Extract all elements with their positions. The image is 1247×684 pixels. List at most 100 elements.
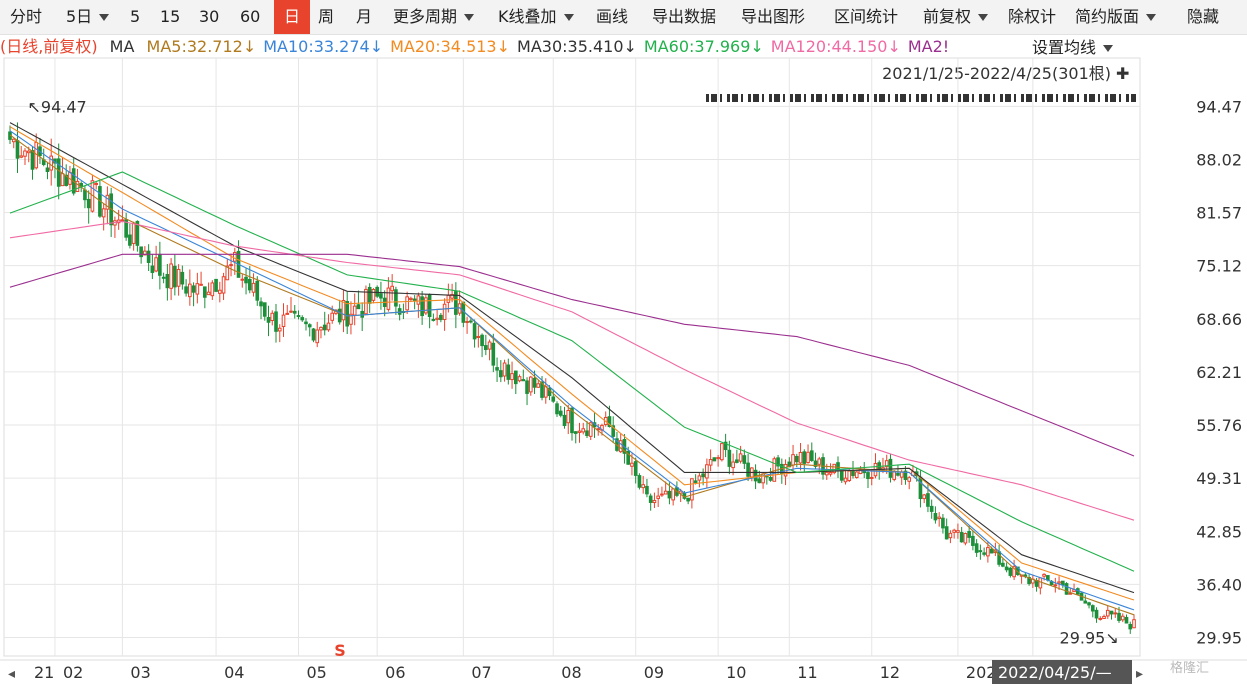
- toolbar-item-7[interactable]: 周: [318, 0, 334, 34]
- candle-body: [720, 443, 724, 461]
- toolbar-item-18[interactable]: 隐藏: [1187, 0, 1219, 34]
- candle-body: [705, 464, 709, 479]
- candle-body: [727, 449, 732, 467]
- toolbar-item-13[interactable]: 导出图形: [741, 0, 805, 34]
- candle-body: [918, 476, 923, 500]
- ma-line-ma10: [9, 130, 1135, 611]
- candle-body: [794, 455, 799, 463]
- y-tick-label: 62.21: [1196, 363, 1242, 382]
- candle-body: [319, 326, 323, 331]
- ma-line-ma5: [9, 134, 1135, 616]
- candle-body: [866, 472, 870, 480]
- toolbar-item-2[interactable]: 5: [130, 0, 140, 34]
- candle-body: [716, 457, 720, 460]
- toolbar-item-12[interactable]: 导出数据: [652, 0, 716, 34]
- candle-body: [390, 285, 394, 292]
- candle-body: [251, 282, 256, 293]
- y-tick-label: 42.85: [1196, 522, 1242, 541]
- candle-body: [832, 463, 837, 474]
- candle-body: [693, 480, 698, 483]
- y-tick-label: 29.95: [1196, 628, 1242, 647]
- toolbar-item-9[interactable]: 更多周期: [393, 0, 475, 34]
- candle-body: [566, 409, 571, 424]
- candle-body: [847, 470, 852, 482]
- pin-icon[interactable]: ✚: [1116, 64, 1130, 83]
- chevron-down-icon: [1146, 14, 1157, 21]
- candle-body: [300, 317, 305, 321]
- candle-body: [330, 312, 335, 321]
- toolbar-item-17[interactable]: 简约版面: [1075, 0, 1157, 34]
- candle-body: [731, 461, 735, 469]
- candle-body: [828, 471, 833, 475]
- candle-body: [431, 318, 436, 321]
- toolbar-item-1[interactable]: 5日: [66, 0, 110, 34]
- candle-body: [476, 335, 481, 339]
- candle-body: [817, 458, 822, 465]
- ma-legend-entry: MA5:32.712↓: [146, 37, 257, 56]
- candle-body: [513, 370, 518, 385]
- candle-body: [262, 302, 267, 317]
- y-tick-label: 75.12: [1196, 257, 1242, 276]
- ma-line-ma20: [9, 126, 1135, 601]
- toolbar-item-8[interactable]: 月: [356, 0, 372, 34]
- candle-body: [498, 370, 503, 378]
- candle-body: [1090, 605, 1095, 612]
- candle-body: [495, 367, 499, 371]
- chevron-down-icon: [464, 14, 475, 21]
- candle-body: [884, 460, 889, 468]
- toolbar-item-0[interactable]: 分时: [10, 0, 42, 34]
- x-tick-label: 06: [385, 663, 405, 682]
- candle-body: [581, 428, 586, 433]
- candle-body: [510, 373, 514, 381]
- toolbar-item-label: 隐藏: [1187, 7, 1220, 26]
- candle-body: [158, 253, 162, 276]
- cursor-date-box: [992, 660, 1132, 684]
- candle-body: [1132, 619, 1136, 629]
- candle-body: [427, 294, 432, 318]
- candle-body: [101, 208, 106, 218]
- ma-settings-dropdown[interactable]: 设置均线: [1032, 36, 1114, 60]
- chart-toolbar: 分时 5日 5 15 30 60 日周 月 更多周期 K线叠加 画线 导出数据 导出图形 区间统计 前复权 除…: [0, 0, 1247, 35]
- ma-legend-entry: MA2!: [907, 37, 950, 56]
- candle-body: [292, 310, 297, 314]
- candle-body: [75, 180, 80, 193]
- candle-body: [843, 477, 848, 483]
- candle-body: [255, 280, 260, 301]
- candle-body: [678, 490, 683, 494]
- candle-body: [180, 271, 185, 285]
- candle-body: [424, 297, 428, 314]
- toolbar-item-5[interactable]: 60: [240, 0, 260, 34]
- candle-body: [813, 460, 818, 467]
- candle-body: [266, 316, 271, 323]
- candle-body: [907, 477, 912, 482]
- toolbar-item-10[interactable]: K线叠加: [498, 0, 574, 34]
- toolbar-item-label: 画线: [596, 7, 629, 26]
- candle-body: [484, 345, 488, 351]
- toolbar-item-label: 周: [318, 7, 335, 26]
- toolbar-item-label: 更多周期: [393, 7, 458, 26]
- toolbar-item-3[interactable]: 15: [160, 0, 180, 34]
- brand-watermark: 格隆汇: [1170, 661, 1210, 676]
- candle-body: [124, 219, 128, 238]
- toolbar-item-15[interactable]: 前复权: [923, 0, 989, 34]
- candle-body: [978, 550, 983, 553]
- candle-body: [240, 278, 245, 281]
- candle-body: [712, 457, 717, 462]
- toolbar-item-11[interactable]: 画线: [596, 0, 628, 34]
- candle-body: [480, 334, 484, 347]
- candle-body: [926, 493, 930, 507]
- candle-body: [521, 379, 526, 382]
- toolbar-item-4[interactable]: 30: [199, 0, 219, 34]
- candle-body: [146, 250, 151, 263]
- toolbar-item-14[interactable]: 区间统计: [834, 0, 898, 34]
- x-tick-label: 12: [880, 663, 900, 682]
- toolbar-item-label: 60: [240, 7, 261, 26]
- toolbar-item-16[interactable]: 除权计: [1008, 0, 1056, 34]
- toolbar-item-6[interactable]: 日: [274, 0, 310, 34]
- chevron-down-icon: [563, 14, 574, 21]
- candle-body: [637, 475, 642, 488]
- candle-body: [307, 324, 312, 328]
- candle-body: [232, 252, 237, 262]
- candle-body: [532, 377, 537, 388]
